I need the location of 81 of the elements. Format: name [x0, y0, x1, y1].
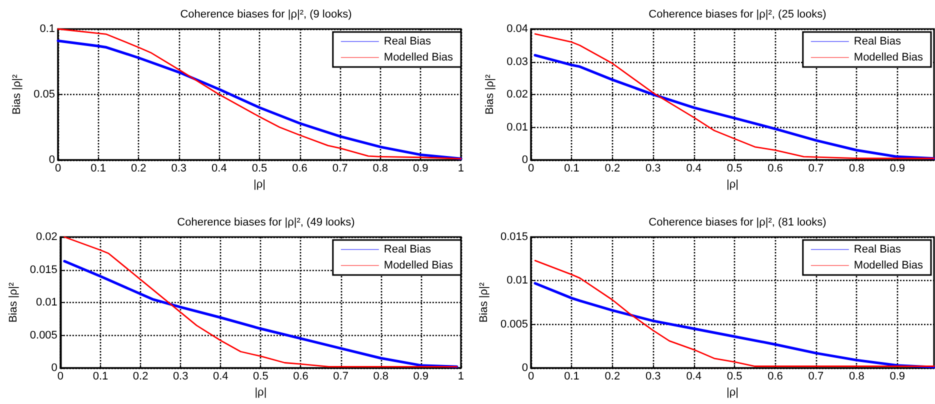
y-tick-label: 0.01 [506, 121, 528, 134]
legend-label: Real Bias [854, 244, 902, 256]
x-tick-label: 0.2 [130, 162, 146, 174]
y-tick-label: 0 [522, 362, 528, 374]
y-tick-label: 0.005 [500, 318, 528, 330]
legend-label: Modelled Bias [854, 52, 924, 64]
x-tick-label: 1 [458, 370, 464, 382]
legend-label: Modelled Bias [854, 260, 924, 272]
x-tick-label: 0.3 [645, 370, 661, 382]
line-series [63, 260, 458, 368]
legend-label: Modelled Bias [384, 52, 454, 64]
x-tick-label: 0.3 [171, 162, 187, 174]
x-axis-title: |ρ| [726, 386, 738, 398]
y-tick-label: 0 [51, 362, 58, 374]
x-tick-label: 0.8 [849, 162, 864, 174]
legend-label: Real Bias [854, 36, 902, 48]
x-tick-label: 1 [458, 162, 464, 174]
legend-label: Real Bias [384, 244, 432, 256]
y-tick-label: 0.02 [36, 231, 58, 243]
y-tick-label: 0.02 [506, 88, 528, 100]
line-series [534, 33, 935, 160]
x-tick-label: 0.4 [212, 370, 228, 382]
x-tick-label: 0.5 [253, 370, 268, 382]
line-series [534, 260, 935, 367]
y-tick-label: 0.03 [506, 56, 528, 68]
x-tick-label: 0.7 [808, 370, 824, 382]
x-tick-label: 0.4 [686, 370, 702, 382]
x-tick-label: 0.6 [768, 162, 783, 174]
x-tick-label: 0.1 [564, 162, 580, 174]
x-tick-label: 0.9 [890, 162, 906, 174]
x-tick-label: 0.3 [172, 370, 188, 382]
x-tick-label: 0.1 [90, 162, 106, 174]
x-axis-title: |ρ| [254, 386, 267, 398]
x-tick-label: 0.2 [132, 370, 148, 382]
x-tick-label: 0.7 [333, 370, 348, 382]
y-tick-label: 0.1 [40, 23, 55, 35]
x-tick-label: 0.9 [890, 370, 906, 382]
y-axis-title: Bias |ρ|² [8, 282, 20, 323]
x-tick-label: 0.9 [413, 162, 428, 174]
x-tick-label: 0.2 [604, 370, 620, 382]
x-tick-label: 0.6 [768, 370, 783, 382]
y-tick-label: 0.05 [34, 88, 55, 100]
line-series [534, 282, 935, 368]
y-tick-label: 0.01 [36, 296, 58, 308]
chart-title: Coherence biases for |ρ|², (49 looks) [177, 216, 355, 228]
chart-title: Coherence biases for |ρ|², (9 looks) [180, 8, 352, 20]
line-series [534, 54, 935, 160]
chart-title: Coherence biases for |ρ|², (81 looks) [648, 216, 826, 228]
x-tick-label: 0.6 [292, 162, 308, 174]
y-tick-label: 0 [48, 154, 55, 166]
x-tick-label: 0.8 [372, 162, 388, 174]
x-tick-label: 0.1 [564, 370, 580, 382]
y-tick-label: 0.015 [500, 231, 528, 243]
legend-label: Real Bias [384, 36, 432, 48]
x-tick-label: 0.1 [92, 370, 108, 382]
x-tick-label: 0.5 [252, 162, 268, 174]
x-tick-label: 0.4 [212, 162, 227, 174]
x-tick-label: 0.7 [808, 162, 824, 174]
y-tick-label: 0.005 [30, 329, 58, 342]
y-axis-title: Bias |ρ|² [478, 282, 490, 323]
chart-title: Coherence biases for |ρ|², (25 looks) [648, 8, 826, 20]
x-tick-label: 0.6 [293, 370, 308, 382]
x-tick-label: 0.9 [413, 370, 429, 382]
y-axis-title: Bias |ρ|² [484, 74, 496, 115]
x-tick-label: 0.5 [726, 370, 742, 382]
x-tick-label: 0.4 [686, 162, 702, 174]
line-series [64, 236, 458, 368]
x-tick-label: 0.7 [332, 162, 348, 174]
y-axis-title: Bias |ρ|² [11, 74, 24, 115]
y-tick-label: 0.04 [506, 23, 528, 35]
x-axis-title: |ρ| [726, 178, 738, 190]
x-tick-label: 0.3 [645, 162, 661, 174]
x-tick-label: 0.8 [849, 370, 864, 382]
x-axis-title: |ρ| [253, 178, 266, 190]
y-tick-label: 0.015 [30, 264, 58, 276]
x-tick-label: 0.5 [726, 162, 742, 174]
x-tick-label: 0.2 [604, 162, 620, 174]
legend-label: Modelled Bias [384, 260, 454, 272]
x-tick-label: 0.8 [373, 370, 388, 382]
y-tick-label: 0 [522, 154, 528, 166]
y-tick-label: 0.01 [506, 274, 528, 287]
